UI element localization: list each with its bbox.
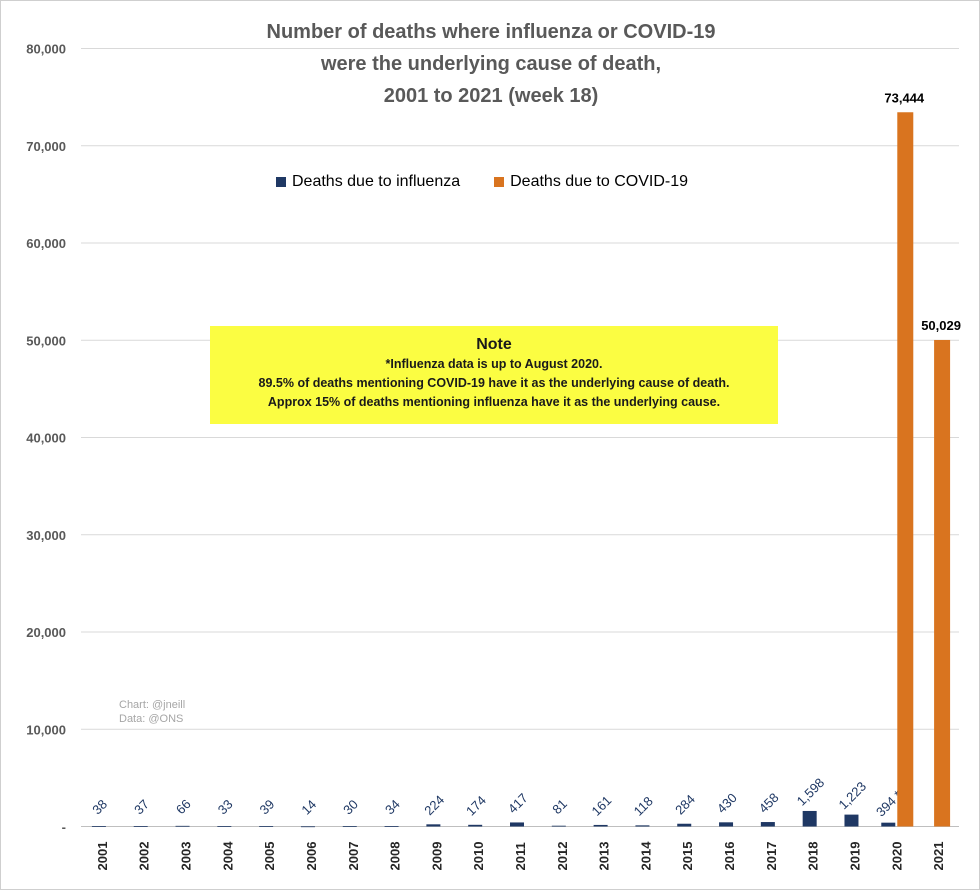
y-tick-label: 50,000 [26,333,66,348]
x-tick-label: 2013 [597,842,612,871]
legend-swatch-covid [494,177,505,187]
data-label-influenza: 37 [131,797,152,818]
chart-title-line-1: Number of deaths where influenza or COVI… [266,21,716,43]
legend-swatch-influenza [276,177,286,187]
x-tick-label: 2002 [137,842,152,871]
bar-covid [897,112,914,827]
bar-influenza [510,822,524,827]
data-label-influenza: 34 [382,797,403,818]
chart-title-line-3: 2001 to 2021 (week 18) [383,85,599,107]
bar-influenza [468,824,483,827]
y-tick-label: 60,000 [26,236,66,251]
bar-influenza [175,825,190,827]
x-tick-label: 2016 [722,842,737,871]
x-tick-label: 2008 [388,842,403,871]
note-line-3: Approx 15% of deaths mentioning influenz… [267,395,721,409]
data-label-influenza: 430 [714,790,740,816]
x-tick-label: 2019 [847,842,862,871]
note-line-2: 89.5% of deaths mentioning COVID-19 have… [258,376,730,390]
x-tick-label: 2007 [346,842,361,871]
x-tick-label: 2017 [764,842,779,871]
bar-influenza [802,810,817,827]
y-tick-label: 10,000 [26,722,66,737]
x-tick-label: 2006 [304,842,319,871]
x-tick-label: 2018 [806,842,821,871]
bar-influenza [881,822,896,827]
bar-influenza [844,814,859,827]
data-label-influenza: 14 [298,797,319,818]
data-label-covid: 73,444 [884,90,925,105]
x-tick-label: 2011 [513,842,528,870]
chart-legend: Deaths due to influenza Deaths due to CO… [276,173,688,191]
y-tick-label: 70,000 [26,139,66,154]
data-label-influenza: 66 [173,796,194,817]
x-tick-label: 2014 [638,841,653,871]
x-tick-label: 2021 [931,842,946,871]
data-label-influenza: 174 [463,793,489,819]
data-label-influenza: 458 [756,790,782,816]
data-label-influenza: 118 [631,794,656,819]
bar-influenza [551,825,566,827]
note-box: Note *Influenza data is up to August 202… [210,326,778,424]
bar-influenza [91,826,106,827]
note-line-1: *Influenza data is up to August 2020. [385,357,603,371]
y-tick-label: 80,000 [26,42,66,57]
data-label-influenza: 81 [549,796,570,817]
y-tick-label: 20,000 [26,625,66,640]
bar-influenza [593,824,608,827]
bar-influenza [133,826,148,827]
x-tick-label: 2005 [262,842,277,871]
data-label-influenza: 224 [421,792,447,818]
credit-chart: Chart: @jneill [119,699,186,711]
data-label-covid: 50,029 [921,318,961,333]
x-tick-label: 2010 [471,842,486,871]
y-tick-label: - [62,820,66,835]
bar-influenza [635,825,650,827]
bar-influenza [217,826,232,827]
legend-label-covid: Deaths due to COVID-19 [510,173,688,190]
y-tick-label: 40,000 [26,431,66,446]
data-label-influenza: 39 [257,797,278,818]
bar-influenza [760,822,775,827]
data-label-influenza: 33 [215,797,236,818]
data-label-influenza: 1,598 [794,775,828,809]
credit-data: Data: @ONS [119,713,184,725]
bar-influenza [719,822,734,827]
data-label-influenza: 38 [89,797,110,818]
legend-item-covid: Deaths due to COVID-19 [494,173,688,191]
x-tick-label: 2001 [95,842,110,871]
bar-influenza [677,823,692,827]
bar-influenza [300,826,315,828]
x-tick-label: 2015 [680,842,695,871]
data-label-influenza: 417 [505,790,531,816]
bar-influenza [384,826,399,827]
x-tick-label: 2009 [429,842,444,871]
bar-covid [934,339,951,827]
chart-title-line-2: were the underlying cause of death, [320,53,662,75]
bar-influenza [426,824,441,827]
legend-label-influenza: Deaths due to influenza [292,173,461,190]
x-tick-label: 2020 [889,842,904,871]
x-tick-label: 2012 [555,842,570,871]
note-title: Note [476,336,512,353]
data-label-influenza: 1,223 [835,779,869,813]
legend-item-influenza: Deaths due to influenza [276,173,460,191]
bar-influenza [342,826,357,828]
bar-influenza [259,826,274,827]
data-label-influenza: 30 [340,797,361,818]
y-tick-label: 30,000 [26,528,66,543]
x-tick-label: 2004 [220,841,235,871]
x-tick-label: 2003 [179,842,194,871]
data-label-influenza: 284 [672,792,698,818]
data-label-influenza: 161 [588,793,614,819]
